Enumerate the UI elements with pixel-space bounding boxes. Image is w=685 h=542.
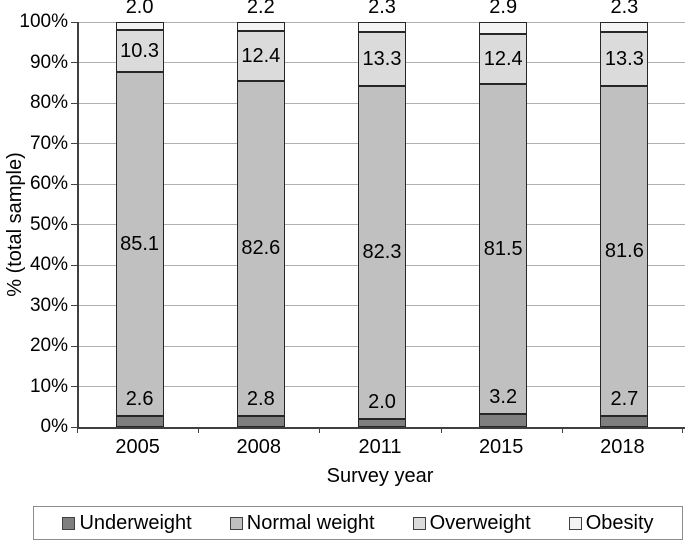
segment-obesity	[115, 22, 164, 31]
value-label: 13.3	[604, 47, 644, 70]
y-tick-mark	[71, 62, 77, 63]
segment-underweight	[479, 414, 528, 427]
value-label: 2.3	[610, 0, 639, 18]
value-label: 2.0	[125, 0, 154, 18]
x-tick-mark	[77, 427, 78, 433]
value-label: 2.7	[610, 388, 639, 411]
legend-item-overweight: Overweight	[412, 512, 531, 534]
segment-obesity	[479, 22, 528, 34]
segment-normal-weight	[236, 81, 285, 416]
value-label: 2.8	[246, 387, 275, 410]
legend-label: Overweight	[429, 512, 531, 534]
value-label: 2.3	[368, 0, 396, 18]
x-tick-label: 2018	[600, 436, 645, 458]
x-tick-mark	[682, 427, 683, 433]
segment-normal-weight	[358, 85, 406, 419]
value-label: 2.2	[246, 0, 275, 18]
segment-underweight	[115, 416, 164, 427]
y-tick-label: 20%	[29, 335, 68, 356]
y-tick-label: 10%	[29, 375, 68, 397]
legend-label: Obesity	[585, 512, 654, 534]
bar-2015: 3.2 81.5 12.4 2.9	[479, 0, 528, 427]
value-label: 12.4	[483, 47, 523, 70]
x-tick-label: 2008	[236, 436, 282, 458]
x-tick-label: 2015	[478, 436, 524, 458]
y-tick-label: 100%	[19, 11, 68, 32]
y-tick-mark	[71, 426, 77, 428]
segment-normal-weight	[600, 85, 649, 417]
y-tick-mark	[71, 386, 77, 387]
segment-normal-weight	[115, 71, 164, 417]
y-tick-label: 0%	[40, 416, 68, 437]
y-tick-mark	[71, 345, 77, 347]
value-label: 82.3	[362, 241, 402, 264]
value-label: 2.6	[125, 388, 154, 411]
segment-underweight	[600, 416, 649, 427]
x-axis-title: Survey year	[326, 465, 434, 487]
plot-area: 2.6 85.1 10.3 2.0 2.8 82.6 12.4 2.2 2.0 82.3 13.3 2…	[77, 0, 685, 429]
y-tick-mark	[71, 102, 77, 104]
segment-underweight	[358, 418, 406, 427]
segment-overweight	[358, 31, 406, 86]
legend-item-normal-weight: Normal weight	[229, 512, 375, 534]
legend-label: Underweight	[79, 512, 192, 534]
value-label: 3.2	[489, 386, 518, 409]
value-label: 2.9	[489, 0, 518, 18]
legend-item-obesity: Obesity	[568, 512, 654, 534]
segment-normal-weight	[479, 83, 528, 415]
value-label: 85.1	[120, 233, 160, 256]
bar-2008: 2.8 82.6 12.4 2.2	[236, 0, 285, 427]
value-label: 2.0	[368, 390, 396, 413]
value-label: 10.3	[120, 39, 160, 62]
y-tick-mark	[71, 305, 77, 306]
bar-2018: 2.7 81.6 13.3 2.3	[600, 0, 649, 427]
value-label: 82.6	[241, 237, 281, 260]
y-tick-label: 50%	[29, 213, 68, 235]
y-tick-mark	[71, 21, 77, 23]
segment-obesity	[236, 22, 285, 31]
gridline	[79, 21, 685, 23]
y-tick-label: 70%	[29, 132, 68, 154]
legend-item-underweight: Underweight	[62, 512, 192, 534]
y-tick-mark	[71, 143, 77, 144]
y-tick-mark	[71, 224, 77, 225]
value-label: 81.5	[483, 238, 523, 261]
x-tick-mark	[561, 427, 563, 433]
value-label: 12.4	[241, 45, 281, 68]
y-tick-mark	[71, 264, 77, 266]
y-tick-label: 40%	[29, 254, 68, 275]
segment-obesity	[358, 22, 406, 32]
segment-overweight	[600, 31, 649, 86]
x-tick-mark	[440, 427, 442, 433]
segment-underweight	[236, 415, 285, 427]
x-tick-mark	[198, 427, 200, 433]
legend-swatch-icon	[412, 516, 426, 530]
bar-2005: 2.6 85.1 10.3 2.0	[115, 0, 164, 427]
x-tick-label: 2011	[358, 436, 402, 458]
y-tick-label: 60%	[29, 173, 68, 194]
value-label: 13.3	[362, 47, 402, 70]
y-tick-mark	[71, 183, 77, 185]
segment-overweight	[236, 30, 285, 82]
segment-obesity	[600, 22, 649, 32]
legend: Underweight Normal weight Overweight Obesit…	[33, 506, 683, 540]
legend-swatch-icon	[229, 516, 243, 530]
segment-overweight	[115, 30, 164, 72]
legend-label: Normal weight	[246, 512, 375, 534]
value-label: 81.6	[604, 239, 644, 262]
y-tick-label: 30%	[29, 294, 68, 316]
segment-overweight	[479, 33, 528, 84]
legend-swatch-icon	[62, 516, 76, 530]
legend-swatch-icon	[568, 516, 582, 530]
bar-2011: 2.0 82.3 13.3 2.3	[358, 0, 406, 427]
y-tick-label: 90%	[29, 51, 68, 73]
y-tick-label: 80%	[29, 92, 68, 113]
x-tick-label: 2005	[115, 436, 160, 458]
x-tick-mark	[319, 427, 321, 433]
